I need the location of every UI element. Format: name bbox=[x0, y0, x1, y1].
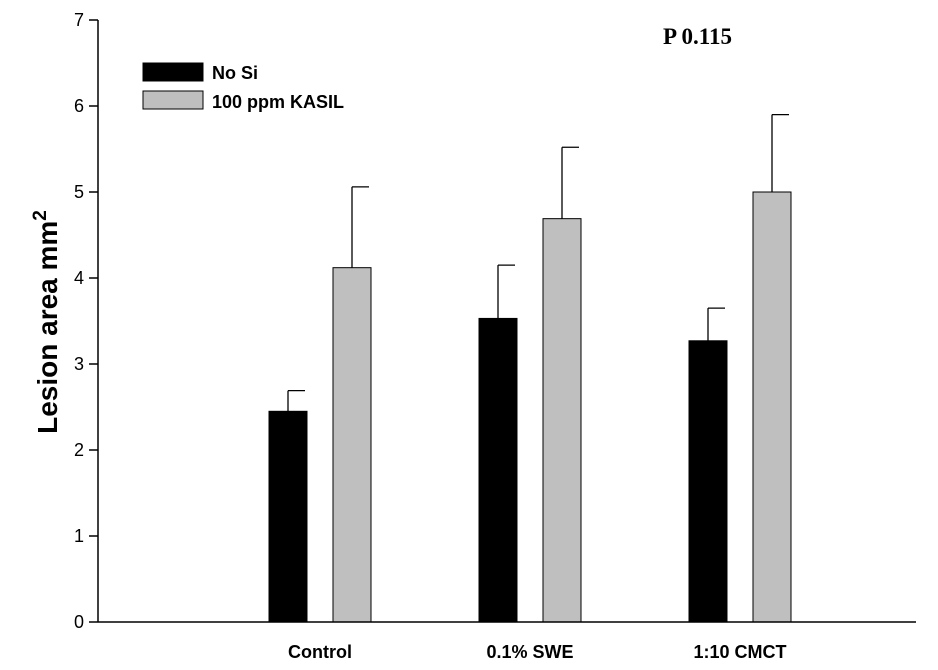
x-category-label: Control bbox=[288, 642, 352, 662]
y-tick-label: 6 bbox=[74, 96, 84, 116]
bar bbox=[688, 340, 728, 623]
x-axis-category-labels: Control 0.1% SWE 1:10 CMCT bbox=[288, 642, 787, 662]
error-bars bbox=[287, 113, 789, 412]
y-axis-ticks: 0 1 2 3 4 5 6 7 bbox=[74, 10, 98, 632]
y-axis-label-superscript: 2 bbox=[30, 210, 51, 221]
bars bbox=[268, 191, 792, 623]
y-tick-label: 3 bbox=[74, 354, 84, 374]
bar bbox=[478, 317, 518, 623]
y-tick-label: 7 bbox=[74, 10, 84, 30]
y-tick-label: 4 bbox=[74, 268, 84, 288]
y-tick-label: 2 bbox=[74, 440, 84, 460]
x-category-label: 1:10 CMCT bbox=[693, 642, 786, 662]
bar bbox=[752, 191, 792, 623]
bar bbox=[542, 218, 582, 623]
legend-label-100-ppm-kasil: 100 ppm KASIL bbox=[212, 92, 344, 112]
legend-swatch-no-si bbox=[142, 62, 204, 82]
legend-label-no-si: No Si bbox=[212, 63, 258, 83]
y-tick-label: 1 bbox=[74, 526, 84, 546]
legend-swatch-100-ppm-kasil bbox=[142, 90, 204, 110]
y-axis-label: Lesion area mm2 bbox=[30, 210, 63, 434]
p-value-annotation: P 0.115 bbox=[663, 24, 732, 49]
legend: No Si 100 ppm KASIL bbox=[142, 62, 344, 112]
y-tick-label: 5 bbox=[74, 182, 84, 202]
y-axis-label-main: Lesion area mm bbox=[32, 221, 63, 434]
y-tick-label: 0 bbox=[74, 612, 84, 632]
bar bbox=[268, 410, 308, 623]
x-category-label: 0.1% SWE bbox=[486, 642, 573, 662]
bar bbox=[332, 267, 372, 623]
